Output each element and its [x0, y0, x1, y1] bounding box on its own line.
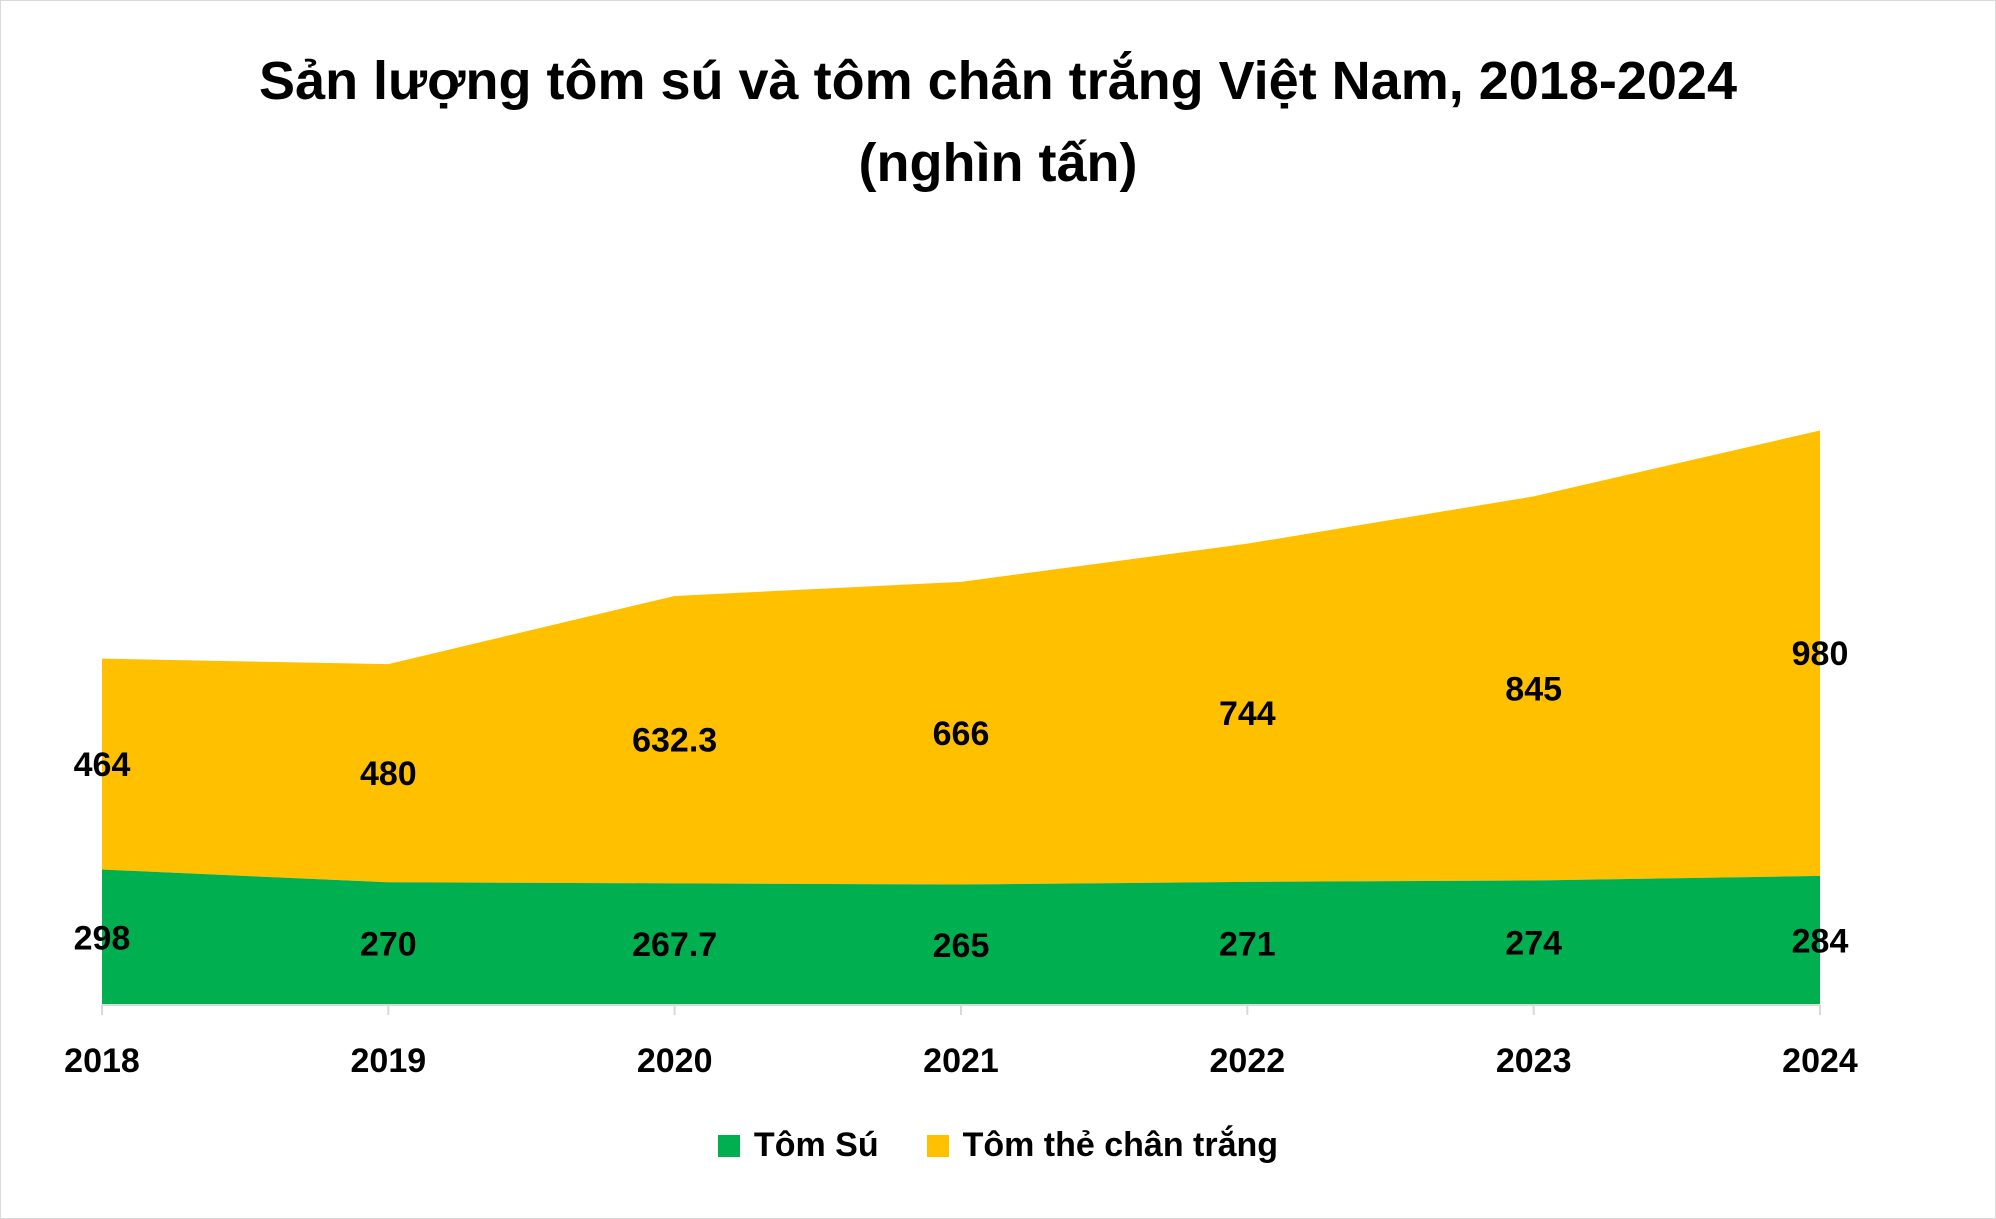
data-label-tom-the-chan-trang-2024: 980 [1792, 635, 1849, 673]
x-tick-label-2020: 2020 [637, 1042, 713, 1080]
x-tick-label-2024: 2024 [1782, 1042, 1858, 1080]
data-label-tom-su-2024: 284 [1792, 922, 1849, 960]
legend-item-tom-su: Tôm Sú [717, 1126, 879, 1165]
chart-title: Sản lượng tôm sú và tôm chân trắng Việt … [0, 40, 1996, 204]
data-label-tom-the-chan-trang-2020: 632.3 [632, 722, 717, 760]
data-label-tom-the-chan-trang-2018: 464 [74, 746, 131, 784]
x-tick-label-2018: 2018 [64, 1042, 140, 1080]
data-label-tom-su-2022: 271 [1219, 925, 1276, 963]
x-tick-label-2022: 2022 [1210, 1042, 1286, 1080]
data-label-tom-su-2021: 265 [933, 927, 990, 965]
data-label-tom-su-2018: 298 [74, 919, 131, 957]
data-label-tom-su-2020: 267.7 [632, 926, 717, 964]
legend-label-tom-the-chan-trang: Tôm thẻ chân trắng [962, 1126, 1279, 1164]
x-tick-label-2021: 2021 [923, 1042, 999, 1080]
data-label-tom-the-chan-trang-2022: 744 [1219, 695, 1276, 733]
data-label-tom-the-chan-trang-2023: 845 [1505, 670, 1562, 708]
data-label-tom-su-2019: 270 [360, 926, 417, 964]
chart-legend: Tôm Sú Tôm thẻ chân trắng [0, 1126, 1996, 1165]
series-area-tom-su [102, 869, 1820, 1005]
data-label-tom-su-2023: 274 [1505, 925, 1562, 963]
x-tick-label-2019: 2019 [351, 1042, 427, 1080]
data-label-tom-the-chan-trang-2019: 480 [360, 755, 417, 793]
legend-item-tom-the-chan-trang: Tôm thẻ chân trắng [926, 1126, 1279, 1165]
chart-title-line-1: Sản lượng tôm sú và tôm chân trắng Việt … [259, 51, 1737, 111]
legend-label-tom-su: Tôm Sú [753, 1126, 879, 1164]
legend-swatch-tom-the-chan-trang [926, 1134, 949, 1157]
legend-swatch-tom-su [717, 1134, 740, 1157]
x-tick-label-2023: 2023 [1496, 1042, 1572, 1080]
series-area-tom-the-chan-trang [102, 430, 1820, 885]
chart-title-line-2: (nghìn tấn) [858, 133, 1138, 193]
data-label-tom-the-chan-trang-2021: 666 [933, 715, 990, 753]
